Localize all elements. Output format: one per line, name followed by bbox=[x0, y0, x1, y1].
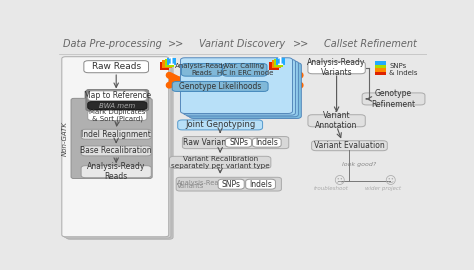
FancyBboxPatch shape bbox=[253, 138, 281, 147]
Text: Mark Duplicates
& Sort (Picard): Mark Duplicates & Sort (Picard) bbox=[89, 109, 146, 122]
FancyBboxPatch shape bbox=[183, 59, 295, 115]
FancyBboxPatch shape bbox=[169, 156, 271, 168]
Bar bbox=[167, 58, 176, 65]
FancyBboxPatch shape bbox=[64, 58, 171, 238]
FancyBboxPatch shape bbox=[84, 61, 148, 73]
Text: Var. Calling
HC in ERC mode: Var. Calling HC in ERC mode bbox=[217, 63, 273, 76]
FancyBboxPatch shape bbox=[189, 63, 301, 119]
Text: look good?: look good? bbox=[341, 163, 376, 167]
FancyBboxPatch shape bbox=[186, 61, 299, 117]
Text: 1: 1 bbox=[168, 56, 175, 66]
Bar bbox=[375, 72, 386, 75]
Text: Analysis-Ready: Analysis-Ready bbox=[177, 180, 228, 185]
FancyBboxPatch shape bbox=[308, 62, 365, 74]
FancyBboxPatch shape bbox=[308, 115, 365, 127]
FancyBboxPatch shape bbox=[362, 93, 425, 105]
FancyBboxPatch shape bbox=[176, 177, 282, 191]
Text: Analysis-Ready
Reads: Analysis-Ready Reads bbox=[87, 162, 146, 181]
FancyBboxPatch shape bbox=[172, 82, 268, 92]
Bar bbox=[160, 62, 170, 70]
Text: Variant Recalibration
separately per variant type: Variant Recalibration separately per var… bbox=[171, 156, 270, 169]
FancyBboxPatch shape bbox=[86, 90, 149, 111]
Bar bbox=[276, 58, 285, 65]
Text: SNPs: SNPs bbox=[222, 180, 241, 189]
Text: Variants: Variants bbox=[177, 183, 204, 189]
Text: Variant
Annotation: Variant Annotation bbox=[315, 111, 358, 130]
FancyBboxPatch shape bbox=[178, 120, 263, 130]
FancyBboxPatch shape bbox=[81, 129, 151, 139]
Text: Raw Reads: Raw Reads bbox=[91, 62, 141, 71]
Text: BWA mem: BWA mem bbox=[99, 103, 136, 109]
Bar bbox=[272, 60, 281, 68]
FancyBboxPatch shape bbox=[181, 58, 292, 113]
FancyBboxPatch shape bbox=[182, 63, 222, 76]
FancyBboxPatch shape bbox=[222, 63, 267, 76]
Bar bbox=[375, 62, 386, 65]
Text: troubleshoot: troubleshoot bbox=[314, 186, 348, 191]
Text: >>: >> bbox=[292, 39, 309, 49]
Text: SNPs: SNPs bbox=[229, 138, 248, 147]
FancyBboxPatch shape bbox=[66, 59, 173, 239]
FancyBboxPatch shape bbox=[226, 138, 252, 147]
Text: ☺: ☺ bbox=[384, 176, 396, 186]
Bar bbox=[274, 59, 283, 67]
FancyBboxPatch shape bbox=[182, 137, 289, 148]
Text: wider project: wider project bbox=[365, 186, 401, 191]
Text: Non-GATK: Non-GATK bbox=[62, 121, 68, 156]
FancyBboxPatch shape bbox=[81, 166, 151, 178]
Text: Genotype
Refinement: Genotype Refinement bbox=[372, 89, 416, 109]
Text: SNPs
& Indels: SNPs & Indels bbox=[389, 63, 418, 76]
Text: 1: 1 bbox=[277, 56, 284, 66]
Text: Joint Genotyping: Joint Genotyping bbox=[185, 120, 255, 129]
Text: Base Recalibration: Base Recalibration bbox=[81, 146, 152, 156]
FancyBboxPatch shape bbox=[88, 111, 147, 120]
Text: Analysis-Ready
Variants: Analysis-Ready Variants bbox=[308, 58, 366, 77]
FancyBboxPatch shape bbox=[246, 179, 275, 189]
Text: Genotype Likelihoods: Genotype Likelihoods bbox=[179, 82, 261, 91]
Text: >>: >> bbox=[168, 39, 184, 49]
Text: Raw Variants: Raw Variants bbox=[183, 138, 234, 147]
FancyBboxPatch shape bbox=[88, 102, 147, 110]
Text: ☹: ☹ bbox=[333, 176, 344, 186]
Bar bbox=[375, 65, 386, 68]
Bar bbox=[269, 62, 279, 70]
FancyBboxPatch shape bbox=[71, 98, 152, 178]
FancyBboxPatch shape bbox=[81, 146, 151, 156]
FancyBboxPatch shape bbox=[62, 57, 169, 237]
FancyBboxPatch shape bbox=[88, 91, 147, 101]
Bar bbox=[375, 69, 386, 72]
FancyBboxPatch shape bbox=[218, 179, 244, 189]
Text: Indel Realignment: Indel Realignment bbox=[81, 130, 151, 139]
FancyBboxPatch shape bbox=[311, 141, 387, 151]
Text: Variant Discovery: Variant Discovery bbox=[199, 39, 285, 49]
Text: Indels: Indels bbox=[249, 180, 272, 189]
Text: Map to Reference: Map to Reference bbox=[84, 91, 151, 100]
Text: Indels: Indels bbox=[255, 138, 278, 147]
Bar bbox=[163, 60, 172, 68]
Text: Callset Refinement: Callset Refinement bbox=[324, 39, 417, 49]
Bar bbox=[164, 59, 174, 67]
Text: Data Pre-processing: Data Pre-processing bbox=[63, 39, 162, 49]
Text: Variant Evaluation: Variant Evaluation bbox=[314, 141, 385, 150]
Text: Analysis-Ready
Reads: Analysis-Ready Reads bbox=[175, 63, 228, 76]
